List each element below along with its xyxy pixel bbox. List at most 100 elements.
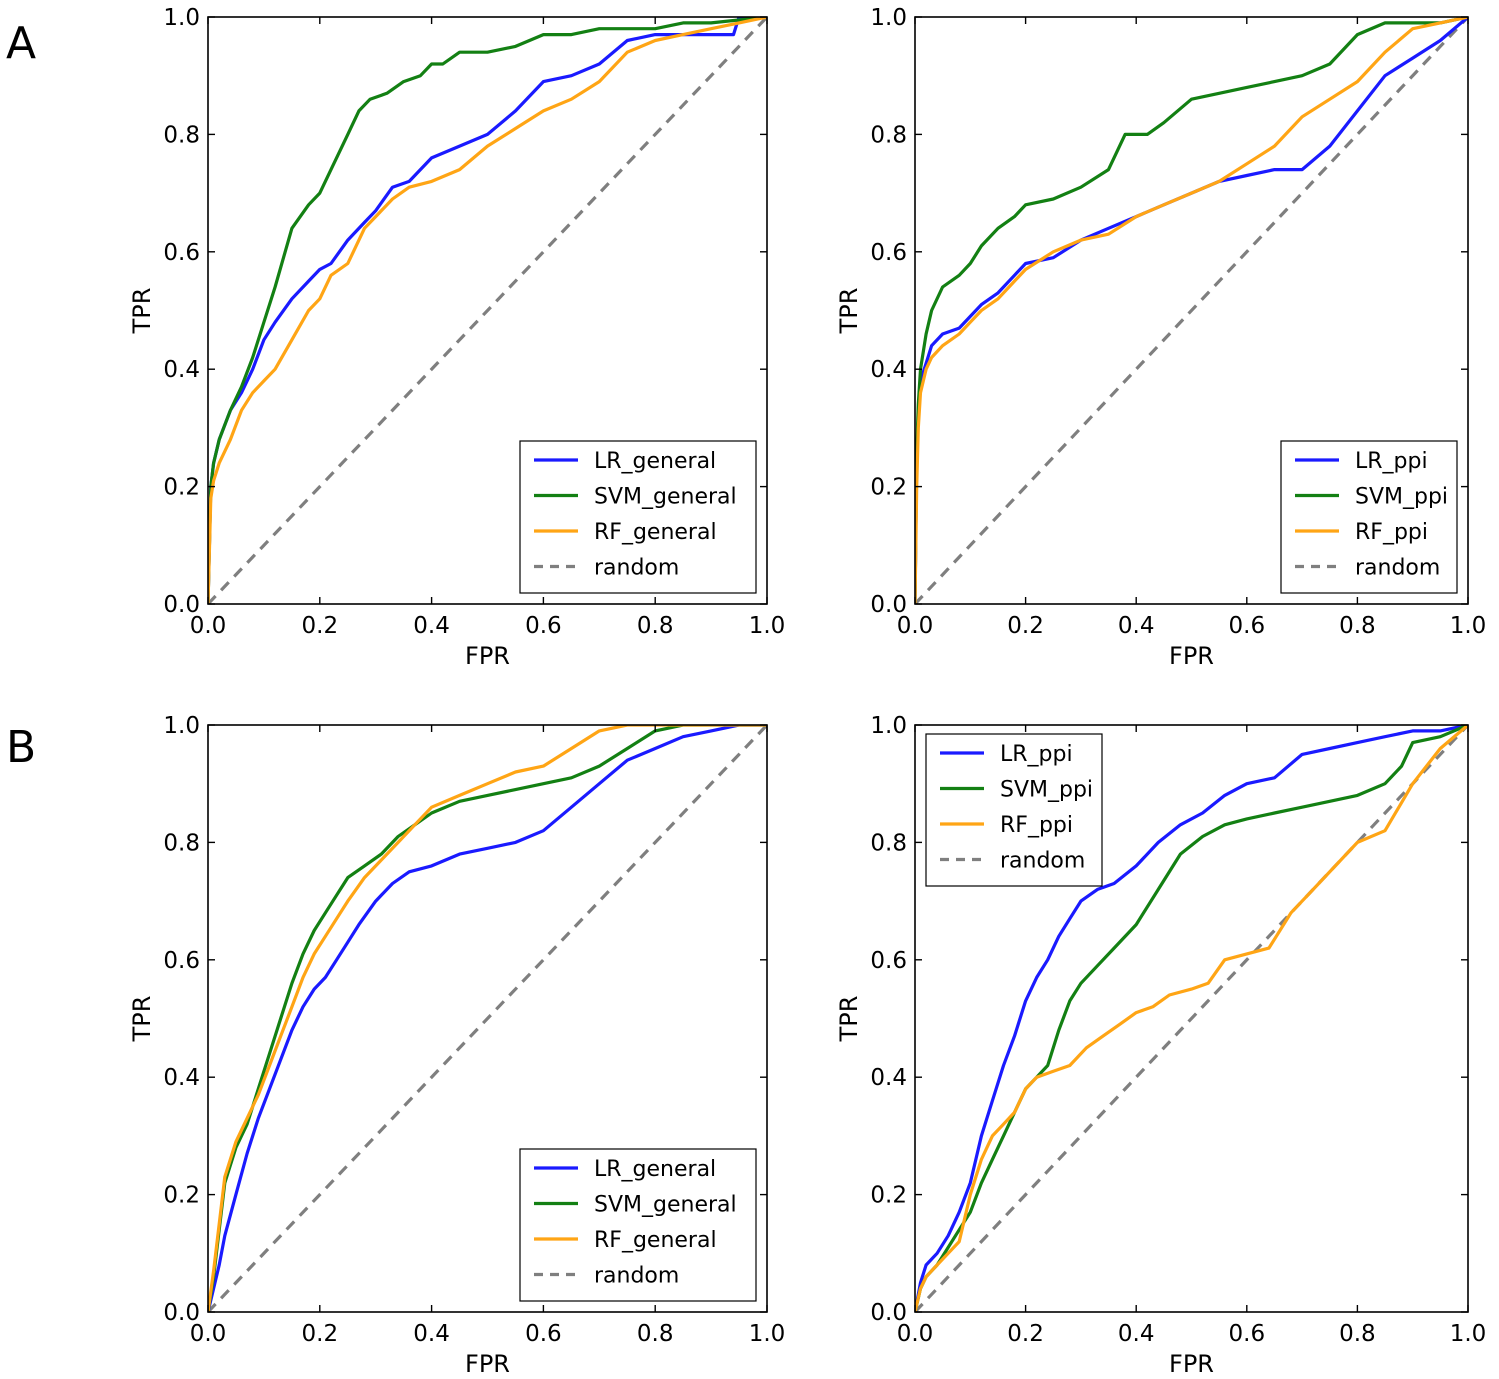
y-tick-label: 0.8 [870,122,907,148]
plot-frame [207,724,768,1313]
y-tick-label: 0.4 [870,357,907,383]
series-line-random [208,17,767,604]
series-line-svm-general [208,17,767,604]
legend-label: random [1000,849,1085,874]
series-line-lr-general [208,725,767,1312]
y-tick-label: 1.0 [870,713,907,739]
x-tick-label: 0.8 [1339,613,1376,639]
legend-label: RF_ppi [1355,520,1428,545]
x-tick-label: 0.6 [1229,1321,1266,1347]
y-axis-label: TPR [835,996,863,1043]
y-tick-label: 0.2 [163,1183,200,1209]
roc-chart-bottom-left: 0.0 0.2 0.4 0.6 0.8 1.0 0.0 0.2 0.4 0.6 0.8 1.0 FPR T… [128,713,785,1378]
legend-label: SVM_ppi [1355,485,1448,510]
y-tick-label: 0.8 [163,830,200,856]
x-axis-label: FPR [1169,642,1214,670]
y-tick-label: 0.8 [163,122,200,148]
series-line-rf-ppi [915,725,1468,1312]
y-tick-label: 0.6 [870,240,907,266]
series-line-rf-general [208,17,767,604]
x-tick-label: 0.0 [190,613,227,639]
y-tick-label: 1.0 [163,5,200,31]
x-axis-label: FPR [1169,1350,1214,1378]
y-tick-label: 0.2 [163,475,200,501]
y-tick-label: 0.6 [163,240,200,266]
y-tick-label: 0.0 [870,1300,907,1326]
legend-label: SVM_general [594,1193,737,1218]
charts-container: 0.0 0.2 0.4 0.6 0.8 1.0 0.0 0.2 0.4 0.6 0.8 1.0 FPR T… [128,5,1486,1378]
legend-box [1280,440,1458,594]
legend-box [519,1148,757,1302]
series-line-svm-general [208,725,767,1312]
legend-label: random [1355,556,1440,581]
plot-frame [207,16,768,605]
legend-label: RF_general [594,520,717,545]
x-tick-label: 0.8 [637,613,674,639]
x-tick-label: 0.6 [525,1321,562,1347]
series-line-random [915,725,1468,1312]
y-tick-label: 0.0 [870,592,907,618]
x-tick-label: 0.6 [525,613,562,639]
series-line-rf-general [208,725,767,1312]
roc-chart-bottom-right: 0.0 0.2 0.4 0.6 0.8 1.0 0.0 0.2 0.4 0.6 0.8 1.0 FPR T… [835,713,1486,1378]
x-tick-label: 0.4 [1118,1321,1155,1347]
x-tick-label: 0.4 [413,1321,450,1347]
series-line-random [915,17,1468,604]
legend-label: random [594,556,679,581]
x-tick-label: 1.0 [749,613,786,639]
x-tick-label: 0.8 [637,1321,674,1347]
x-tick-label: 1.0 [749,1321,786,1347]
x-tick-label: 0.2 [302,1321,339,1347]
y-axis-label: TPR [128,288,156,335]
series-line-rf-ppi [915,17,1468,604]
series-line-lr-ppi [915,725,1468,1312]
x-tick-label: 0.4 [413,613,450,639]
x-tick-label: 0.0 [897,1321,934,1347]
series-line-random [208,725,767,1312]
panel-label-a: A [6,18,36,69]
legend-label: LR_general [594,1157,716,1182]
series-line-svm-ppi [915,17,1468,604]
x-tick-label: 1.0 [1450,1321,1487,1347]
x-tick-label: 0.4 [1118,613,1155,639]
legend-label: LR_ppi [1355,449,1428,474]
y-tick-label: 0.0 [163,1300,200,1326]
legend-label: RF_ppi [1000,813,1073,838]
x-tick-label: 0.0 [897,613,934,639]
x-tick-label: 0.0 [190,1321,227,1347]
x-tick-label: 0.2 [1007,1321,1044,1347]
legend-label: LR_general [594,449,716,474]
y-tick-label: 0.2 [870,1183,907,1209]
legend-label: SVM_ppi [1000,778,1093,803]
legend-box [925,733,1103,887]
series-line-lr-general [208,17,767,604]
y-tick-label: 0.6 [163,948,200,974]
y-tick-label: 1.0 [163,713,200,739]
plot-frame [914,16,1469,605]
panel-label-b: B [6,722,36,773]
y-tick-label: 0.8 [870,830,907,856]
y-axis-label: TPR [835,288,863,335]
x-tick-label: 0.2 [302,613,339,639]
y-axis-label: TPR [128,996,156,1043]
y-tick-label: 0.4 [163,1065,200,1091]
y-tick-label: 0.4 [870,1065,907,1091]
x-axis-label: FPR [465,642,510,670]
y-tick-label: 1.0 [870,5,907,31]
legend-box [519,440,757,594]
legend-label: RF_general [594,1228,717,1253]
plot-frame [914,724,1469,1313]
legend-label: SVM_general [594,485,737,510]
x-tick-label: 0.8 [1339,1321,1376,1347]
y-tick-label: 0.4 [163,357,200,383]
x-axis-label: FPR [465,1350,510,1378]
x-tick-label: 0.2 [1007,613,1044,639]
x-tick-label: 0.6 [1229,613,1266,639]
y-tick-label: 0.2 [870,475,907,501]
y-tick-label: 0.0 [163,592,200,618]
